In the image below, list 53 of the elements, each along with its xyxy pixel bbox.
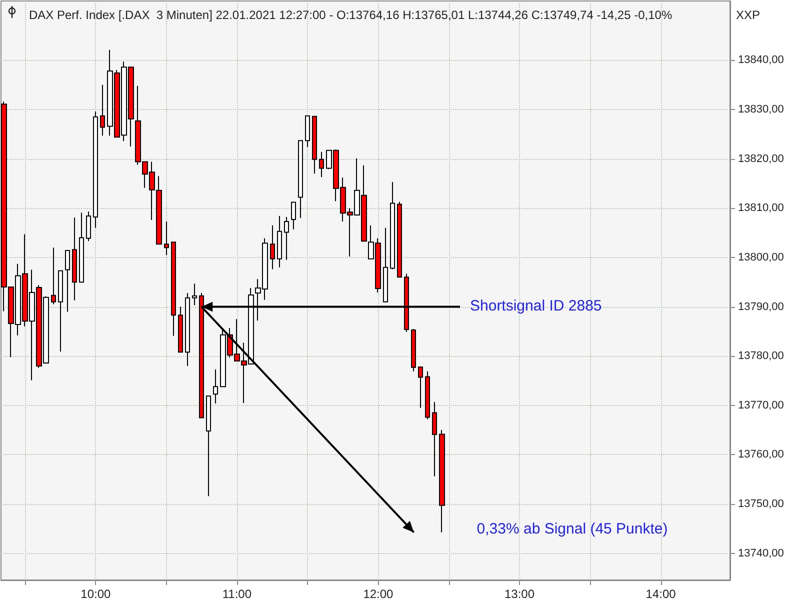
candlestick xyxy=(79,212,84,283)
candlestick xyxy=(411,328,416,372)
candlestick xyxy=(425,370,430,420)
x-tick-label: 11:00 xyxy=(222,587,252,600)
y-axis-title: XXP xyxy=(736,8,760,22)
candlestick xyxy=(298,140,303,218)
candlestick xyxy=(178,306,183,353)
y-tick-label: 13760,00 xyxy=(738,448,784,461)
candlestick xyxy=(390,182,395,270)
candlestick xyxy=(65,250,70,312)
candlestick xyxy=(199,292,204,418)
candlestick xyxy=(432,401,437,477)
y-tick-label: 13810,00 xyxy=(738,202,784,214)
y-tick-label: 13840,00 xyxy=(738,54,784,66)
candlestick xyxy=(277,216,282,268)
candlestick xyxy=(171,242,176,336)
candlestick xyxy=(93,110,98,228)
text: DAX Perf. Index [.DAX 3 Minuten] 22.01.2021 12:27:00 - O:13764,16 H:13765,01 L:13744,26 C:13749,74 -14,25 -0,10% xyxy=(29,8,672,22)
candlestick xyxy=(284,216,289,260)
candlestick xyxy=(51,247,56,305)
candlestick xyxy=(72,217,77,301)
candlestick xyxy=(100,84,105,136)
annotation: Shortsignal ID 2885 xyxy=(470,298,602,315)
x-tick-label: 12:00 xyxy=(363,587,394,600)
candlestick xyxy=(319,151,324,178)
candlestick xyxy=(185,292,190,366)
y-tick-label: 13750,00 xyxy=(738,498,784,510)
x-tick-label: 14:00 xyxy=(646,587,676,600)
y-tick-label: 13790,00 xyxy=(738,300,784,313)
y-tick-label: 13770,00 xyxy=(738,399,784,412)
y-tick-label: 13740,00 xyxy=(738,547,784,560)
candlestick xyxy=(404,273,409,332)
candlestick xyxy=(86,211,91,242)
candlestick xyxy=(397,201,402,278)
candlestick xyxy=(192,283,197,306)
candlestick xyxy=(305,115,310,148)
annotation: 0,33% ab Signal (45 Punkte) xyxy=(476,520,668,538)
candlestick xyxy=(383,227,388,302)
x-tick-label: 13:00 xyxy=(504,587,535,600)
x-tick-label: 10:00 xyxy=(80,587,111,600)
y-tick-label: 13830,00 xyxy=(738,104,784,116)
candlestick xyxy=(270,224,275,270)
candlestick xyxy=(418,366,423,408)
candlestick xyxy=(213,368,218,404)
y-tick-label: 13800,00 xyxy=(738,251,784,264)
candlestick xyxy=(312,116,317,174)
candlestick xyxy=(164,220,169,256)
candlestick xyxy=(439,430,445,533)
candlestick xyxy=(291,202,296,230)
candlestick xyxy=(58,270,63,352)
y-tick-label: 13780,00 xyxy=(738,350,784,362)
y-tick-label: 13820,00 xyxy=(738,152,784,165)
candlestick xyxy=(206,396,211,497)
